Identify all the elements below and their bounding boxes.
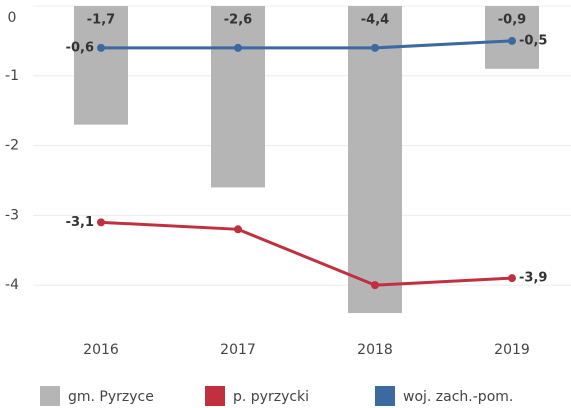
line-point	[371, 281, 379, 290]
bar	[211, 6, 265, 188]
line-point	[97, 43, 105, 52]
line-point	[508, 274, 516, 283]
y-tick-label: -4	[5, 277, 19, 293]
bar-value-label: -2,6	[224, 13, 252, 28]
x-tick-label: 2019	[494, 342, 530, 358]
line-point	[508, 36, 516, 45]
line	[101, 39, 513, 50]
line-value-label: -0,5	[519, 33, 547, 48]
y-tick-label: 0	[8, 10, 17, 26]
legend-swatch	[205, 386, 225, 406]
legend-label: p. pyrzycki	[233, 389, 309, 405]
line-value-label: -0,6	[66, 40, 94, 55]
line-point	[234, 43, 242, 52]
bar	[74, 6, 128, 125]
x-tick-label: 2016	[83, 342, 119, 358]
line-value-label: -3,1	[66, 215, 94, 230]
y-tick-label: -2	[5, 138, 19, 154]
line	[100, 220, 513, 287]
bar-value-label: -1,7	[87, 13, 115, 28]
legend-swatch	[375, 386, 395, 406]
line-value-label: -3,9	[519, 271, 547, 286]
legend-label: gm. Pyrzyce	[68, 389, 154, 405]
bar	[348, 6, 402, 314]
x-tick-label: 2017	[220, 342, 256, 358]
legend-label: woj. zach.-pom.	[403, 389, 513, 405]
x-tick-label: 2018	[357, 342, 393, 358]
y-tick-label: -1	[5, 68, 19, 84]
line-point	[234, 225, 242, 234]
bar-value-label: -0,9	[498, 13, 526, 28]
bar-value-label: -4,4	[361, 13, 389, 28]
legend-swatch	[40, 386, 60, 406]
y-tick-label: -3	[5, 207, 19, 223]
line-point	[97, 218, 105, 227]
line-point	[371, 43, 379, 52]
